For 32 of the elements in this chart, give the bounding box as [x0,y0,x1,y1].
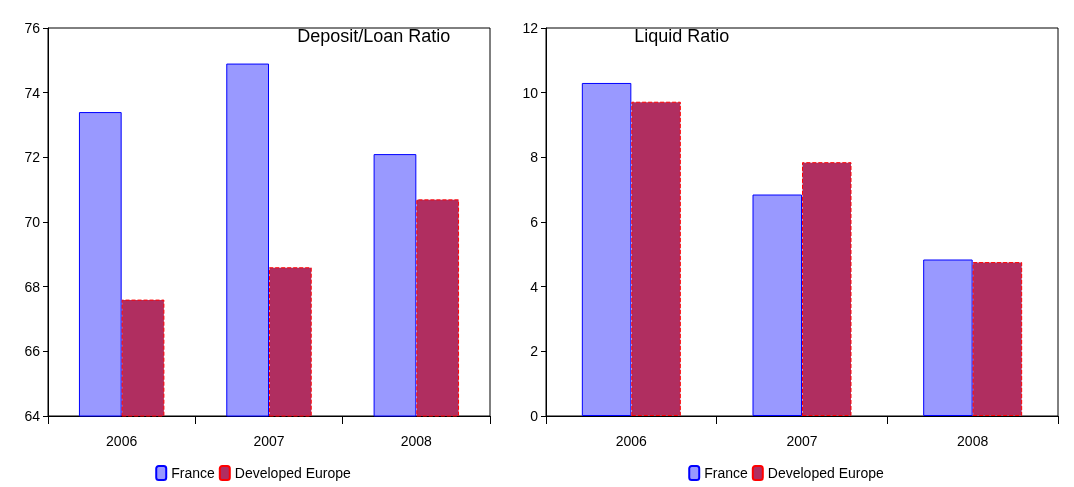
bar [752,194,802,416]
y-tick-label: 8 [530,149,539,166]
chart-title: Liquid Ratio [634,26,730,46]
y-tick-label: 12 [522,20,539,36]
y-tick-label: 70 [24,214,41,230]
legend-label: France [704,465,749,481]
y-tick-label: 0 [530,408,539,424]
bar [631,101,681,416]
x-tick-label: 2008 [957,433,989,449]
legend-label: France [171,465,216,481]
bar [972,262,1023,416]
y-tick-label: 76 [24,20,41,36]
legend-label: Developed Europe [767,465,884,481]
x-tick-label: 2006 [106,433,138,449]
bar [802,162,852,416]
x-tick-label: 2007 [786,433,818,449]
bar [581,82,632,416]
legend-label: Developed Europe [234,465,351,481]
y-tick-label: 72 [24,149,41,166]
y-tick-label: 10 [522,84,539,101]
y-tick-label: 66 [24,343,41,360]
x-tick-label: 2007 [253,433,285,449]
chart-title: Deposit/Loan Ratio [297,26,451,46]
y-tick-label: 4 [530,278,539,295]
x-tick-label: 2008 [400,433,433,449]
bar [923,259,973,416]
y-tick-label: 68 [24,278,41,295]
x-tick-label: 2006 [615,433,648,449]
y-tick-label: 6 [530,214,539,230]
y-tick-label: 74 [24,84,41,101]
y-tick-label: 64 [24,408,41,424]
y-tick-label: 2 [530,343,539,360]
